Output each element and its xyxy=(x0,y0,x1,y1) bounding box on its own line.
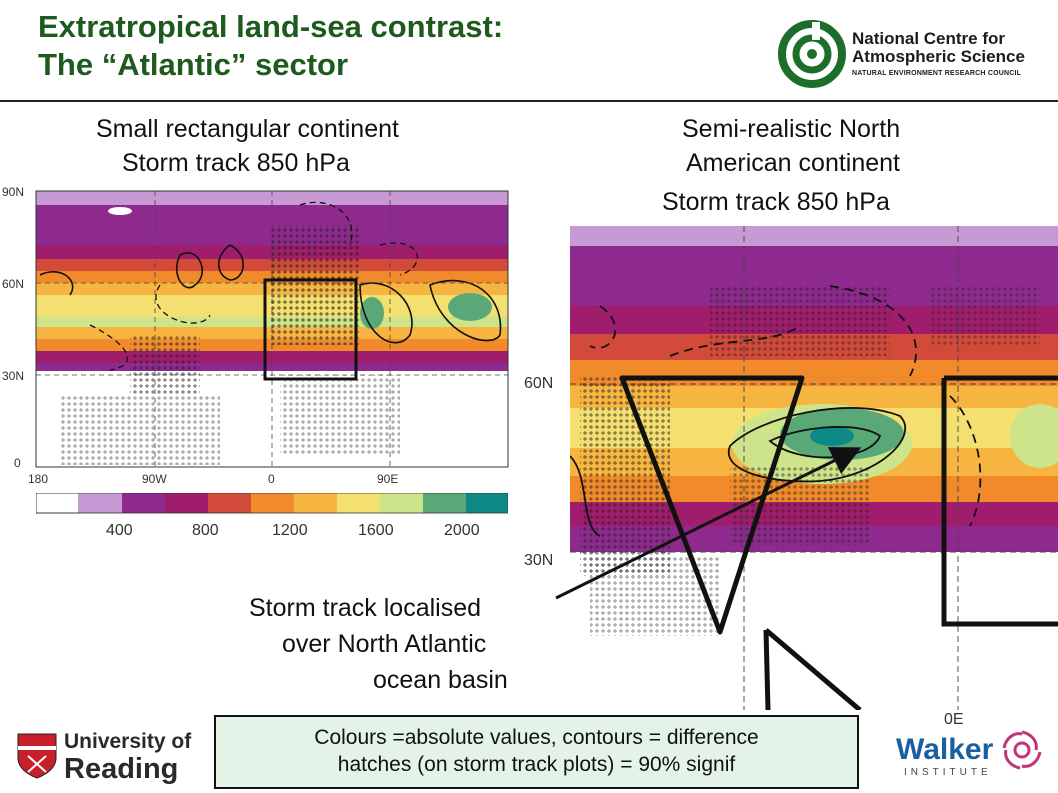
left-lat-tick-90n: 90N xyxy=(2,185,25,199)
colorbar-tick-800: 800 xyxy=(192,522,219,539)
colorbar-tick-1200: 1200 xyxy=(272,522,308,539)
walker-subtitle: INSTITUTE xyxy=(904,767,992,778)
right-lat-tick-60n: 60N xyxy=(524,375,554,392)
ncas-line-1: National Centre for xyxy=(852,29,1006,48)
ncas-line-2: Atmospheric Science xyxy=(852,47,1025,66)
colorbar-tick-1600: 1600 xyxy=(358,522,394,539)
left-lat-tick-60n: 60N xyxy=(2,277,25,291)
annotation-line-1: Storm track localised xyxy=(249,594,482,622)
uor-line-1: University of xyxy=(64,730,192,753)
right-storm-track-map xyxy=(570,226,1058,710)
annotation-line-3: ocean basin xyxy=(373,666,508,694)
right-heading-3: Storm track 850 hPa xyxy=(662,188,890,216)
ncas-logo-text: National Centre for Atmospheric Science xyxy=(852,30,1025,66)
colorbar-tick-400: 400 xyxy=(106,522,133,539)
left-lon-tick-0: 0 xyxy=(268,472,275,486)
uor-line-2: Reading xyxy=(64,753,179,785)
note-line-1: Colours =absolute values, contours = dif… xyxy=(314,726,759,749)
colorbar-tick-2000: 2000 xyxy=(444,522,480,539)
slide-title: Extratropical land-sea contrast: The “At… xyxy=(38,8,503,84)
walker-logo-text: Walker xyxy=(896,733,994,766)
ncas-logo-icon xyxy=(778,20,846,88)
legend-note-box: Colours =absolute values, contours = dif… xyxy=(214,715,859,789)
left-lon-tick-90e: 90E xyxy=(377,472,399,486)
annotation-arrow-icon xyxy=(555,447,862,600)
walker-swirl-icon xyxy=(1002,730,1042,770)
left-lon-tick-180: 180 xyxy=(28,472,49,486)
ncas-subtitle: NATURAL ENVIRONMENT RESEARCH COUNCIL xyxy=(852,70,1022,77)
note-line-2: hatches (on storm track plots) = 90% sig… xyxy=(337,753,736,776)
title-line-2: The “Atlantic” sector xyxy=(38,47,349,82)
right-heading-2: American continent xyxy=(686,149,901,177)
right-heading-1: Semi-realistic North xyxy=(682,115,901,143)
left-lat-tick-0: 0 xyxy=(14,456,21,470)
left-lon-tick-90w: 90W xyxy=(142,472,167,486)
title-line-1: Extratropical land-sea contrast: xyxy=(38,9,504,44)
university-crest-icon xyxy=(17,733,57,779)
right-lat-tick-30n: 30N xyxy=(524,552,554,569)
university-logo-text: University of Reading xyxy=(64,730,191,784)
title-divider xyxy=(0,100,1058,102)
colorbar xyxy=(36,493,508,514)
left-heading-1: Small rectangular continent xyxy=(96,115,399,143)
right-lon-tick-0e: 0E xyxy=(944,711,964,728)
left-lat-tick-30n: 30N xyxy=(2,369,25,383)
annotation-line-2: over North Atlantic xyxy=(282,630,487,658)
left-heading-2: Storm track 850 hPa xyxy=(122,149,350,177)
left-storm-track-map xyxy=(35,190,509,468)
